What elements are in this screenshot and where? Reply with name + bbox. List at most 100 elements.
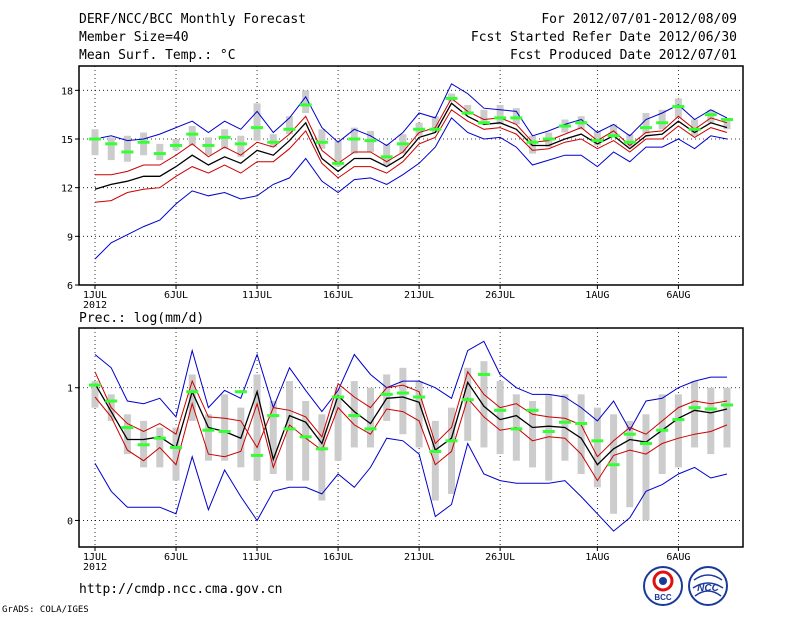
observed-mark bbox=[477, 121, 490, 125]
year-label: 2012 bbox=[83, 562, 107, 573]
spread-box bbox=[496, 381, 504, 455]
temperature-panel: 6 9 12 15 18 1JUL 6JUL 11JUL 16JUL 21JUL 26JUL 1AUG… bbox=[61, 65, 744, 311]
spread-box bbox=[123, 135, 131, 162]
observed-mark bbox=[429, 127, 442, 131]
series-ctl-line bbox=[94, 380, 728, 466]
observed-mark bbox=[186, 132, 199, 136]
source-url[interactable]: http://cmdp.ncc.cma.gov.cn bbox=[79, 582, 283, 597]
observed-mark bbox=[105, 142, 118, 146]
observed-mark bbox=[234, 142, 247, 146]
observed-mark bbox=[591, 139, 604, 143]
plot-frame bbox=[78, 327, 744, 548]
observed-mark bbox=[137, 140, 150, 144]
observed-mark bbox=[639, 441, 652, 445]
ncc-logo: NCC bbox=[688, 566, 728, 606]
observed-mark bbox=[526, 140, 539, 144]
observed-mark bbox=[396, 391, 409, 395]
observed-mark bbox=[348, 414, 361, 418]
observed-mark bbox=[413, 395, 426, 399]
spread-box bbox=[334, 387, 342, 461]
observed-mark bbox=[656, 121, 669, 125]
observed-mark bbox=[186, 390, 199, 394]
observed-mark bbox=[558, 420, 571, 424]
spread-box bbox=[123, 414, 131, 455]
produced-date: Fcst Produced Date 2012/07/01 bbox=[510, 48, 737, 63]
spread-box bbox=[512, 108, 520, 125]
observed-mark bbox=[234, 390, 247, 394]
series-max-line bbox=[94, 117, 728, 260]
x-tick-label: 11JUL bbox=[242, 552, 272, 563]
spread-box bbox=[431, 420, 439, 501]
observed-mark bbox=[218, 430, 231, 434]
spread-box bbox=[383, 143, 391, 165]
spread-box bbox=[188, 374, 196, 421]
observed-mark bbox=[623, 140, 636, 144]
series-min-line bbox=[94, 83, 728, 147]
observed-mark bbox=[170, 445, 183, 449]
observed-mark bbox=[267, 140, 280, 144]
observed-mark bbox=[413, 127, 426, 131]
observed-mark bbox=[445, 439, 458, 443]
year-label: 2012 bbox=[83, 300, 107, 311]
x-tick-label: 1JUL bbox=[83, 290, 107, 301]
observed-mark bbox=[672, 105, 685, 109]
observed-mark bbox=[461, 398, 474, 402]
spread-box bbox=[334, 140, 342, 167]
spread-box bbox=[723, 117, 731, 130]
x-tick-label: 1JUL bbox=[83, 552, 107, 563]
x-tick-label: 16JUL bbox=[323, 290, 353, 301]
spread-box bbox=[642, 414, 650, 521]
observed-mark bbox=[332, 161, 345, 165]
spread-box bbox=[269, 401, 277, 474]
observed-mark bbox=[542, 137, 555, 141]
spread-box bbox=[318, 129, 326, 149]
observed-mark bbox=[494, 116, 507, 120]
observed-mark bbox=[704, 407, 717, 411]
observed-mark bbox=[153, 436, 166, 440]
y-tick-label: 1 bbox=[67, 384, 73, 395]
spread-box bbox=[269, 134, 277, 148]
observed-mark bbox=[251, 126, 264, 130]
observed-mark bbox=[170, 143, 183, 147]
observed-mark bbox=[526, 408, 539, 412]
observed-mark bbox=[121, 426, 134, 430]
series-max-line bbox=[94, 340, 727, 432]
bcc-logo-text: BCC bbox=[654, 593, 672, 602]
spread-box bbox=[399, 367, 407, 435]
observed-mark bbox=[121, 150, 134, 154]
spread-box bbox=[285, 116, 293, 135]
observed-mark bbox=[218, 135, 231, 139]
observed-mark bbox=[267, 414, 280, 418]
spread-box bbox=[431, 116, 439, 133]
y-tick-label: 15 bbox=[61, 135, 73, 146]
y-tick-label: 0 bbox=[67, 516, 73, 527]
spread-box bbox=[140, 132, 148, 156]
spread-box bbox=[577, 394, 585, 474]
observed-mark bbox=[558, 124, 571, 128]
x-tick-label: 6JUL bbox=[164, 552, 188, 563]
observed-mark bbox=[494, 408, 507, 412]
observed-mark bbox=[445, 96, 458, 100]
spread-box bbox=[302, 401, 310, 481]
spread-box bbox=[658, 394, 666, 474]
member-size: Member Size=40 bbox=[79, 30, 189, 45]
grads-credit: GrADS: COLA/IGES bbox=[2, 605, 89, 615]
observed-mark bbox=[299, 103, 312, 107]
x-tick-label: 26JUL bbox=[485, 290, 515, 301]
spread-box bbox=[188, 126, 196, 146]
spread-box bbox=[366, 387, 374, 448]
spread-box bbox=[480, 109, 488, 125]
spread-box bbox=[464, 104, 472, 115]
spread-box bbox=[723, 387, 731, 448]
observed-mark bbox=[364, 427, 377, 431]
observed-mark bbox=[315, 140, 328, 144]
spread-box bbox=[642, 113, 650, 135]
x-tick-label: 21JUL bbox=[404, 552, 434, 563]
observed-mark bbox=[251, 453, 264, 457]
observed-mark bbox=[380, 392, 393, 396]
spread-box bbox=[221, 394, 229, 461]
spread-box bbox=[691, 381, 699, 448]
series-min-line bbox=[94, 437, 728, 532]
spread-box bbox=[529, 401, 537, 468]
